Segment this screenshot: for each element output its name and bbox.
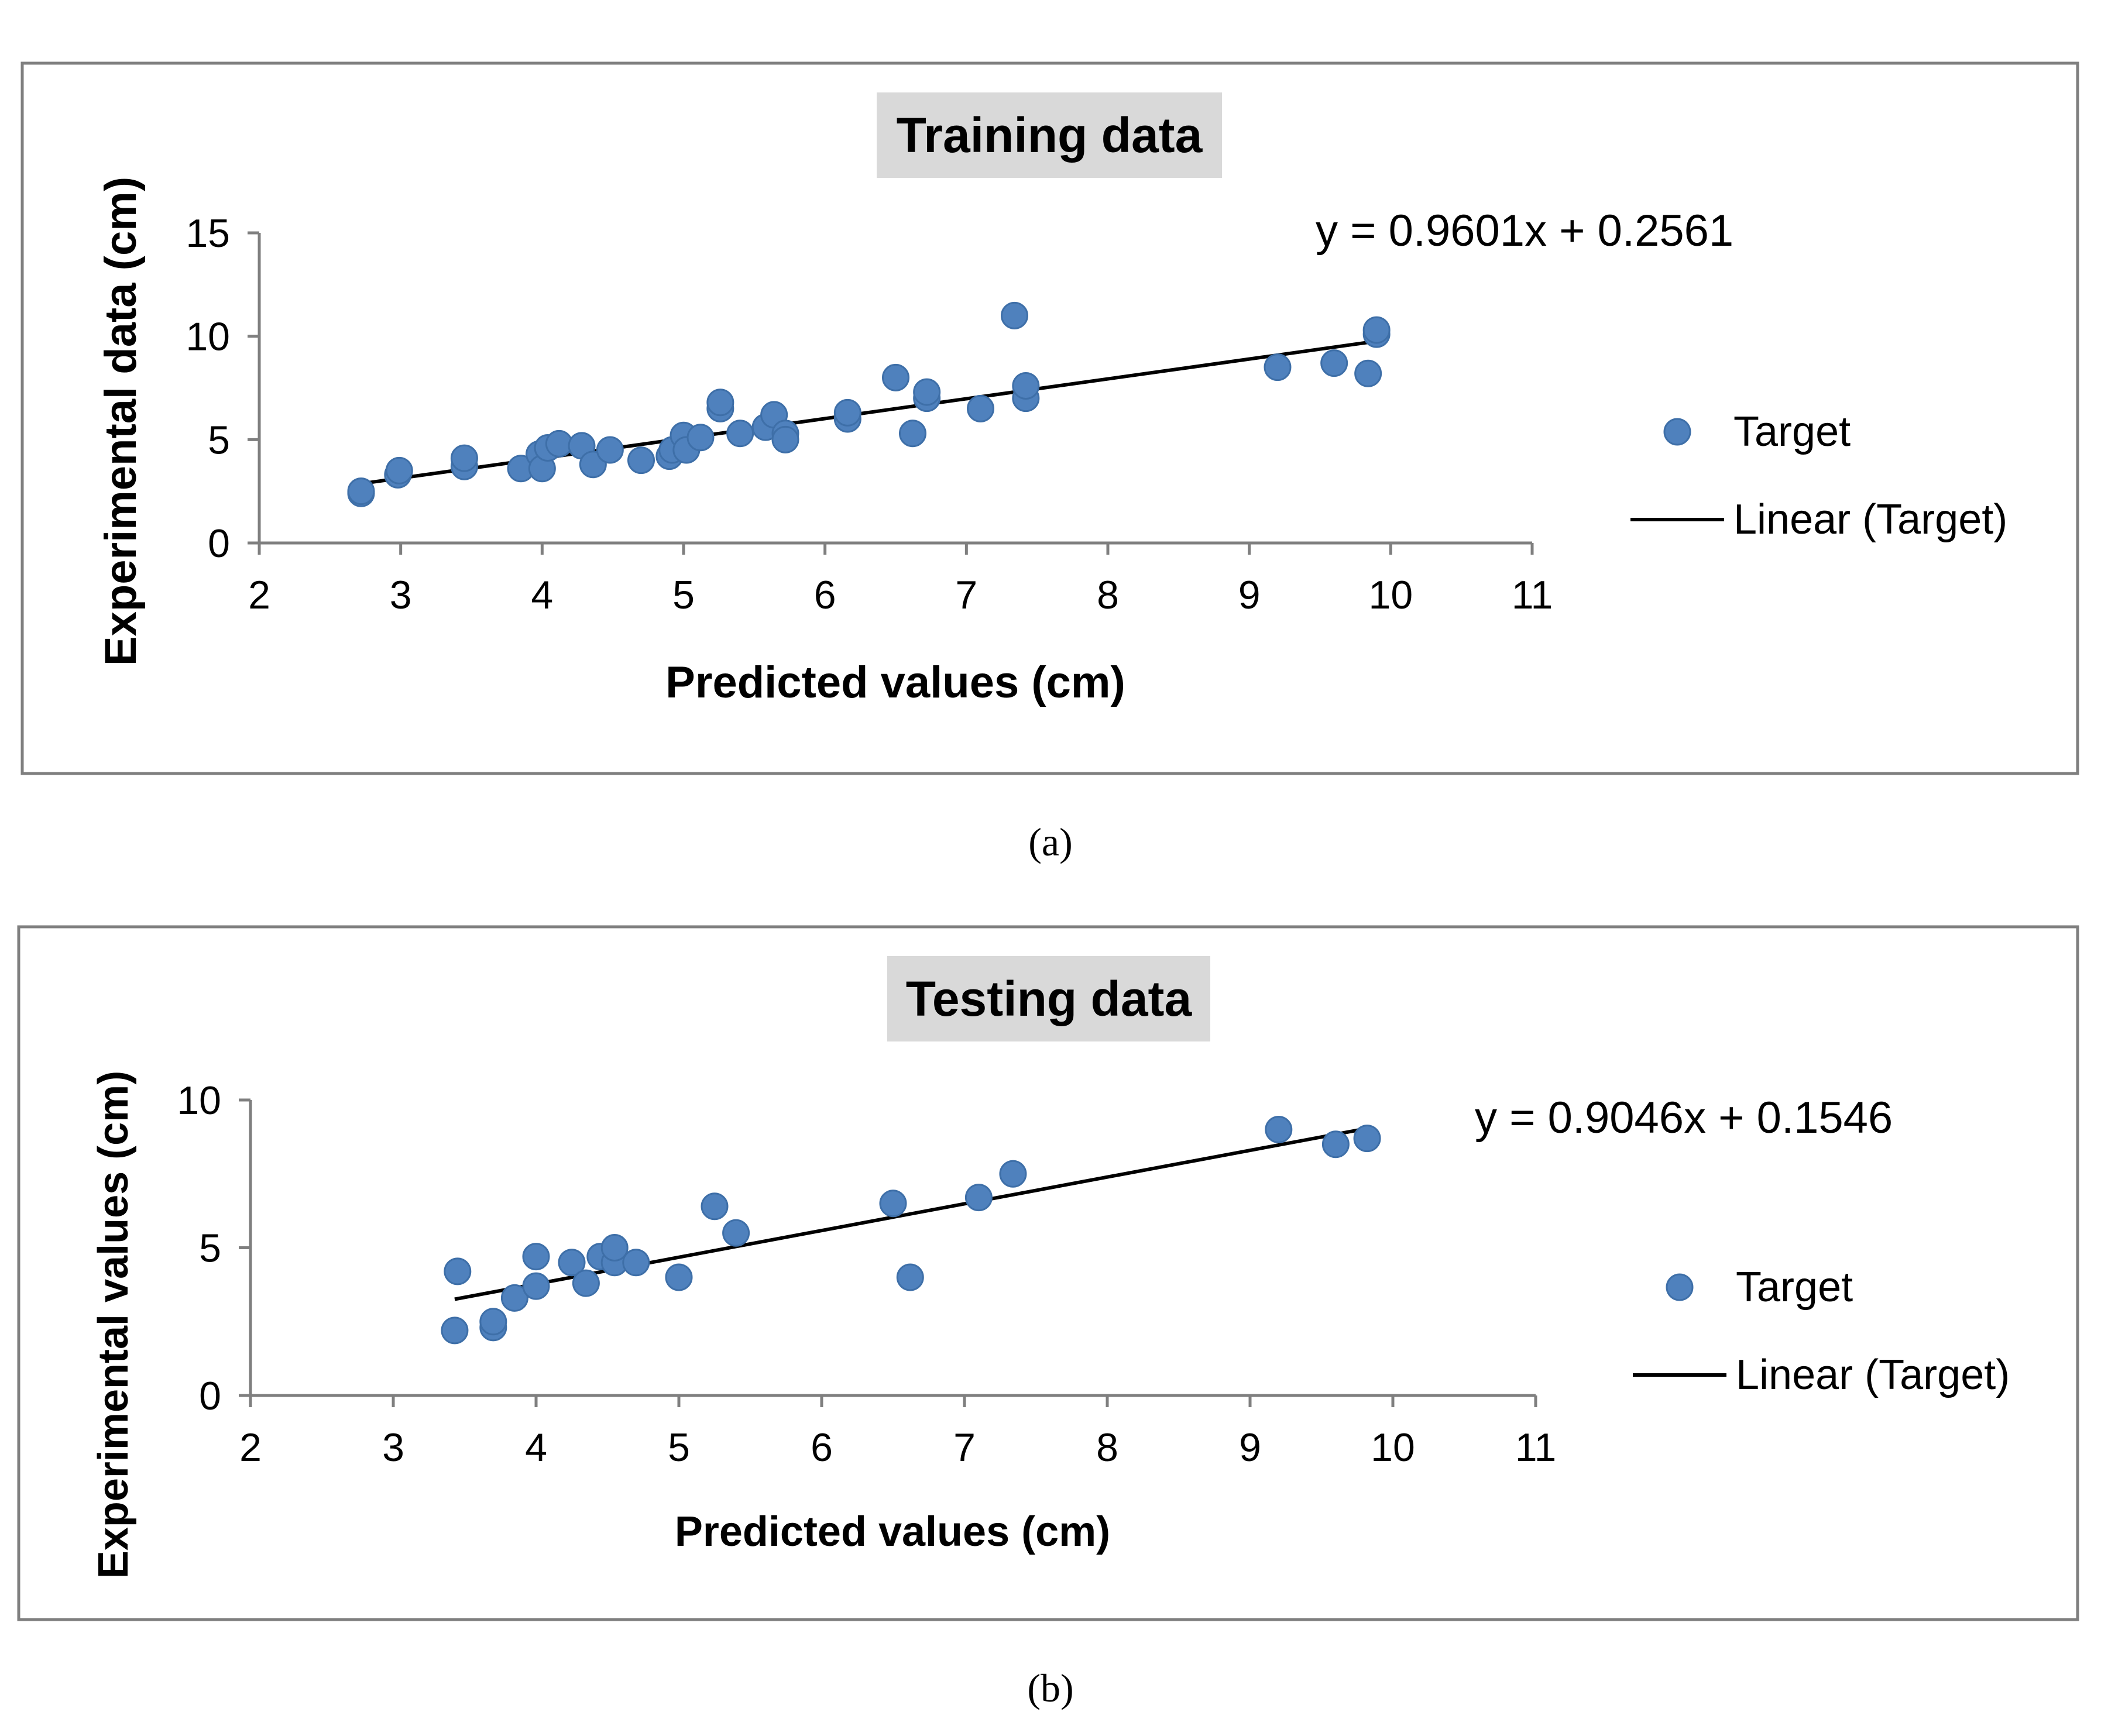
data-point [572,1269,600,1297]
x-tick-label: 2 [239,1425,262,1470]
data-point [726,420,754,448]
data-point [882,363,909,391]
legend-label-target: Target [1733,408,1851,455]
legend-marker-icon [1666,1273,1694,1301]
data-point [500,1284,528,1312]
data-point [1012,372,1040,400]
data-point [545,429,573,458]
data-point [1353,1125,1381,1153]
data-point [1354,359,1382,387]
x-tick-label: 7 [955,573,977,617]
training-chart-panel: Training data y = 0.9601x + 0.2561 2 3 4 5 6… [20,61,2079,775]
data-point [701,1192,729,1221]
x-axis-label: Predicted values (cm) [665,658,1125,707]
data-point [899,420,926,448]
data-points [441,1116,1381,1345]
data-point [1001,301,1028,329]
caption-a: (a) [1028,820,1072,864]
data-point [686,424,715,452]
data-point [879,1190,907,1218]
legend-marker-icon [1663,418,1691,446]
x-tick-label: 3 [382,1425,404,1470]
data-point [771,425,799,453]
data-point [441,1316,469,1345]
chart-title-background [877,92,1222,178]
axes: 2 3 4 5 6 7 8 9 10 11 0 5 10 15 [186,211,1553,617]
x-tick-label: 9 [1238,573,1261,617]
legend-label-linear: Linear (Target) [1736,1352,2010,1398]
x-tick-label: 10 [1369,573,1413,617]
data-point [964,1184,993,1212]
x-tick-label: 5 [668,1425,690,1470]
x-tick-label: 5 [672,573,695,617]
caption-b: (b) [1027,1666,1073,1710]
testing-chart-panel: Testing data y = 0.9046x + 0.1546 2 3 4 5 6 7… [17,925,2079,1621]
data-point [706,389,734,417]
x-tick-label: 7 [953,1425,976,1470]
data-point [596,436,624,464]
trendline-equation: y = 0.9046x + 0.1546 [1475,1093,1893,1143]
data-point [896,1263,924,1291]
x-tick-label: 10 [1371,1425,1415,1470]
y-axis-label: Experimental data (cm) [96,177,146,666]
data-point [967,394,994,422]
data-point [622,1249,650,1277]
data-point [1320,349,1348,377]
x-tick-label: 11 [1515,1425,1557,1470]
chart-title: Training data [897,108,1203,163]
data-point [1264,353,1292,381]
data-point [479,1308,507,1336]
data-point [999,1160,1027,1188]
x-tick-label: 9 [1239,1425,1261,1470]
legend-label-linear: Linear (Target) [1733,496,2007,543]
y-tick-label: 10 [186,315,230,359]
data-point [600,1234,629,1261]
axes: 2 3 4 5 6 7 8 9 10 11 0 5 10 [177,1078,1556,1470]
x-tick-label: 11 [1512,573,1553,617]
data-point [450,444,478,472]
x-tick-label: 6 [814,573,836,617]
x-tick-label: 4 [525,1425,547,1470]
data-point [1362,316,1391,344]
chart-title-background [887,956,1210,1041]
legend-label-target: Target [1736,1264,1853,1311]
y-tick-label: 0 [199,1374,221,1418]
y-tick-label: 10 [177,1078,221,1123]
data-point [347,477,375,506]
data-point [833,398,861,427]
x-tick-label: 8 [1096,1425,1118,1470]
data-point [522,1243,550,1271]
data-point [1321,1130,1350,1159]
x-tick-label: 6 [811,1425,833,1470]
data-point [913,378,941,406]
y-axis-label: Experimental values (cm) [90,1071,137,1579]
x-tick-label: 3 [390,573,412,617]
legend: Target Linear (Target) [1633,1264,2010,1398]
trendline-equation: y = 0.9601x + 0.2561 [1316,206,1733,256]
y-tick-label: 5 [199,1226,221,1271]
x-axis-label: Predicted values (cm) [675,1508,1110,1555]
y-tick-label: 0 [208,521,230,566]
chart-frame [20,61,2079,775]
data-point [1265,1116,1293,1143]
chart-title: Testing data [906,971,1193,1026]
data-points [347,301,1391,507]
x-tick-label: 4 [531,573,553,617]
data-point [627,446,655,475]
legend: Target Linear (Target) [1630,408,2007,543]
x-tick-label: 8 [1097,573,1119,617]
data-point [722,1219,750,1247]
data-point [558,1249,586,1277]
chart-frame [17,925,2079,1621]
x-tick-label: 2 [248,573,270,617]
y-tick-label: 5 [208,418,230,462]
data-point [665,1263,693,1291]
data-point [385,456,413,484]
y-tick-label: 15 [186,211,230,256]
data-point [444,1257,472,1285]
data-point [522,1272,550,1300]
